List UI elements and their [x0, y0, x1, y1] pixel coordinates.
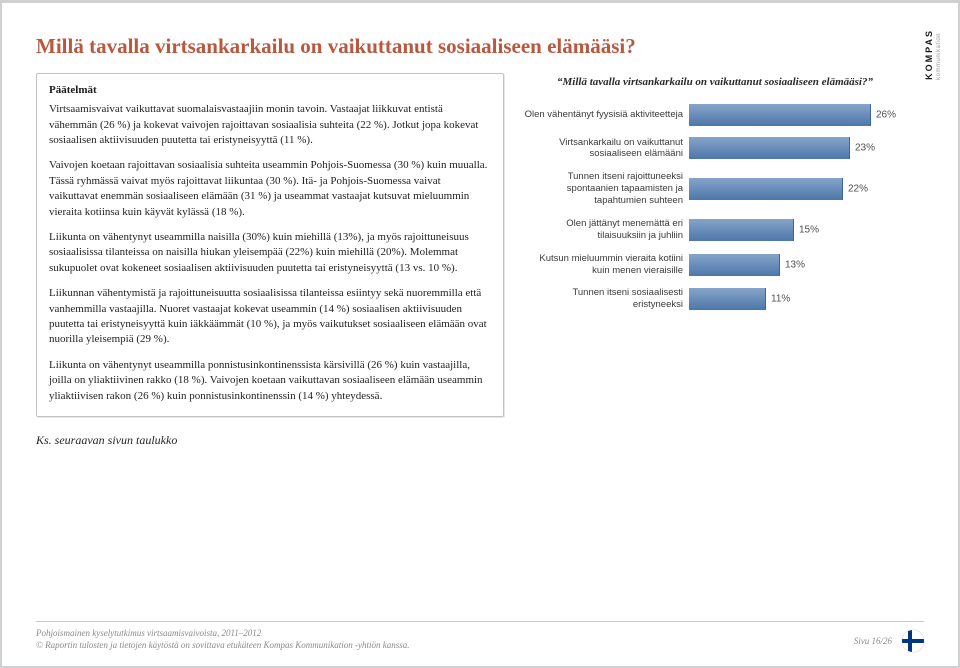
- panel-paragraph: Liikunta on vähentynyt useammilla ponnis…: [49, 358, 491, 404]
- panel-paragraph: Liikunnan vähentymistä ja rajoittuneisuu…: [49, 286, 491, 348]
- bar-value: 15%: [799, 224, 819, 235]
- chart-title: “Millä tavalla virtsankarkailu on vaikut…: [524, 75, 906, 89]
- bar-fill: [689, 178, 843, 200]
- page-title: Millä tavalla virtsankarkailu on vaikutt…: [36, 33, 924, 59]
- bar-row: Kutsun mieluummin vieraita kotiini kuin …: [524, 253, 906, 277]
- bar-value: 13%: [785, 259, 805, 270]
- footer-right: Sivu 16/26: [854, 630, 924, 652]
- bar-fill: [689, 219, 794, 241]
- panel-paragraph: Virtsaamisvaivat vaikuttavat suomalaisva…: [49, 102, 491, 148]
- page-footer: Pohjoismainen kyselytutkimus virtsaamisv…: [36, 621, 924, 652]
- footer-source: Pohjoismainen kyselytutkimus virtsaamisv…: [36, 627, 410, 640]
- footer-copyright: © Raportin tulosten ja tietojen käytöstä…: [36, 639, 410, 652]
- bar-row: Olen vähentänyt fyysisiä aktiviteetteja 2…: [524, 104, 906, 126]
- bar-label: Olen jättänyt menemättä eri tilaisuuksii…: [524, 218, 689, 242]
- panel-heading: Päätelmät: [49, 84, 491, 96]
- brand-sub: kommunikation: [936, 33, 942, 80]
- panel-paragraph: Vaivojen koetaan rajoittavan sosiaalisia…: [49, 158, 491, 220]
- bar-fill: [689, 137, 850, 159]
- bar-label: Virtsankarkailu on vaikuttanut sosiaalis…: [524, 137, 689, 161]
- bar-label: Kutsun mieluummin vieraita kotiini kuin …: [524, 253, 689, 277]
- bar-row: Tunnen itseni sosiaalisesti eristyneeksi…: [524, 287, 906, 311]
- bar-track: 15%: [689, 219, 906, 241]
- bar-row: Tunnen itseni rajoittuneeksi spontaanien…: [524, 171, 906, 207]
- finland-flag-icon: [902, 630, 924, 652]
- bar-track: 23%: [689, 137, 906, 159]
- bar-value: 23%: [855, 143, 875, 154]
- bar-track: 11%: [689, 288, 906, 310]
- bar-track: 26%: [689, 104, 906, 126]
- conclusions-panel: Päätelmät Virtsaamisvaivat vaikuttavat s…: [36, 73, 504, 417]
- brand-name: KOMPAS: [924, 29, 934, 80]
- page-number: Sivu 16/26: [854, 636, 892, 646]
- bar-track: 13%: [689, 254, 906, 276]
- brand-logo: KOMPAS kommunikation: [924, 29, 944, 80]
- footer-left: Pohjoismainen kyselytutkimus virtsaamisv…: [36, 627, 410, 652]
- reference-note: Ks. seuraavan sivun taulukko: [36, 433, 504, 448]
- left-column: Päätelmät Virtsaamisvaivat vaikuttavat s…: [36, 73, 504, 448]
- bar-fill: [689, 104, 871, 126]
- bar-row: Virtsankarkailu on vaikuttanut sosiaalis…: [524, 137, 906, 161]
- bar-value: 26%: [876, 109, 896, 120]
- bar-chart: Olen vähentänyt fyysisiä aktiviteetteja 2…: [524, 104, 906, 312]
- bar-label: Tunnen itseni rajoittuneeksi spontaanien…: [524, 171, 689, 207]
- bar-track: 22%: [689, 178, 906, 200]
- bar-label: Olen vähentänyt fyysisiä aktiviteetteja: [524, 109, 689, 121]
- bar-row: Olen jättänyt menemättä eri tilaisuuksii…: [524, 218, 906, 242]
- report-page: KOMPAS kommunikation Millä tavalla virts…: [0, 0, 960, 668]
- bar-value: 22%: [848, 184, 868, 195]
- content-wrap: Päätelmät Virtsaamisvaivat vaikuttavat s…: [36, 73, 924, 448]
- bar-label: Tunnen itseni sosiaalisesti eristyneeksi: [524, 287, 689, 311]
- bar-value: 11%: [771, 294, 790, 305]
- bar-fill: [689, 254, 780, 276]
- bar-fill: [689, 288, 766, 310]
- panel-paragraph: Liikunta on vähentynyt useammilla naisil…: [49, 230, 491, 276]
- right-column: “Millä tavalla virtsankarkailu on vaikut…: [524, 73, 906, 322]
